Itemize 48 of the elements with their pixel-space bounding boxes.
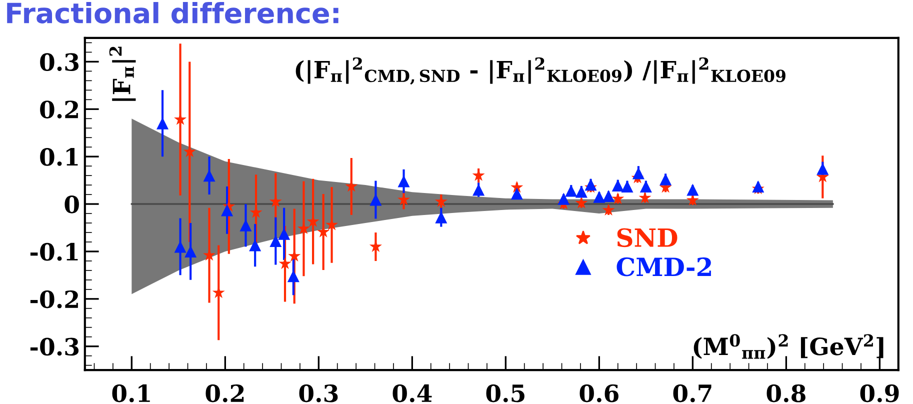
point: [203, 170, 216, 182]
y-tick-label: 0.3: [40, 53, 79, 72]
y-tick-label: 0: [64, 195, 79, 214]
point: [602, 190, 615, 202]
x-axis-title: (M$^{0}$$_{ππ}$)$^{2}$ [GeV$^{2}$]: [694, 334, 884, 359]
x-tick-label: 0.4: [392, 384, 432, 402]
point: [510, 188, 523, 200]
point: [575, 186, 588, 198]
point: [612, 192, 624, 204]
point: [397, 193, 410, 206]
point: [370, 194, 382, 206]
point: [593, 190, 606, 203]
y-tick-label: -0.1: [30, 242, 78, 261]
point: [435, 211, 448, 224]
point: [638, 191, 652, 204]
point: [278, 257, 292, 270]
legend-label: SND: [617, 228, 678, 248]
x-tick-label: 0.2: [206, 384, 244, 402]
x-tick-label: 0.7: [673, 384, 712, 402]
point: [287, 270, 300, 282]
point: [221, 204, 234, 216]
y-tick-label: 0.2: [40, 100, 78, 118]
x-tick-label: 0.5: [486, 384, 524, 402]
legend-label: CMD-2: [616, 257, 711, 276]
point: [621, 180, 634, 192]
x-tick-label: 0.9: [860, 384, 899, 402]
point: [270, 235, 282, 248]
y-axis-title: |F$_{π}$|$^{2}$: [109, 46, 136, 101]
chart-title: Fractional difference:: [7, 2, 338, 24]
point: [575, 196, 588, 208]
point: [640, 180, 652, 192]
point: [602, 204, 615, 216]
x-tick-label: 0.1: [112, 384, 150, 402]
x-tick-label: 0.8: [766, 384, 806, 402]
point: [816, 162, 829, 175]
y-tick-label: 0.1: [40, 148, 78, 166]
point: [612, 180, 624, 192]
point: [686, 184, 699, 196]
x-tick-label: 0.3: [299, 384, 338, 402]
point: [558, 192, 570, 205]
y-tick-label: -0.3: [30, 338, 79, 356]
y-tick-label: -0.2: [30, 290, 78, 308]
point: [398, 175, 410, 188]
point: [565, 184, 578, 197]
point: [660, 173, 672, 186]
point: [510, 180, 524, 193]
x-tick-label: 0.6: [580, 384, 618, 402]
text: (|F$_{π}$|$^{2}$$_{CMD,SND}$ - |F$_{π}$|$^{2}$$_{KLOE09}$) /|F$_{π}$|$^{2}$$_{KLOE09}$: [296, 57, 786, 85]
